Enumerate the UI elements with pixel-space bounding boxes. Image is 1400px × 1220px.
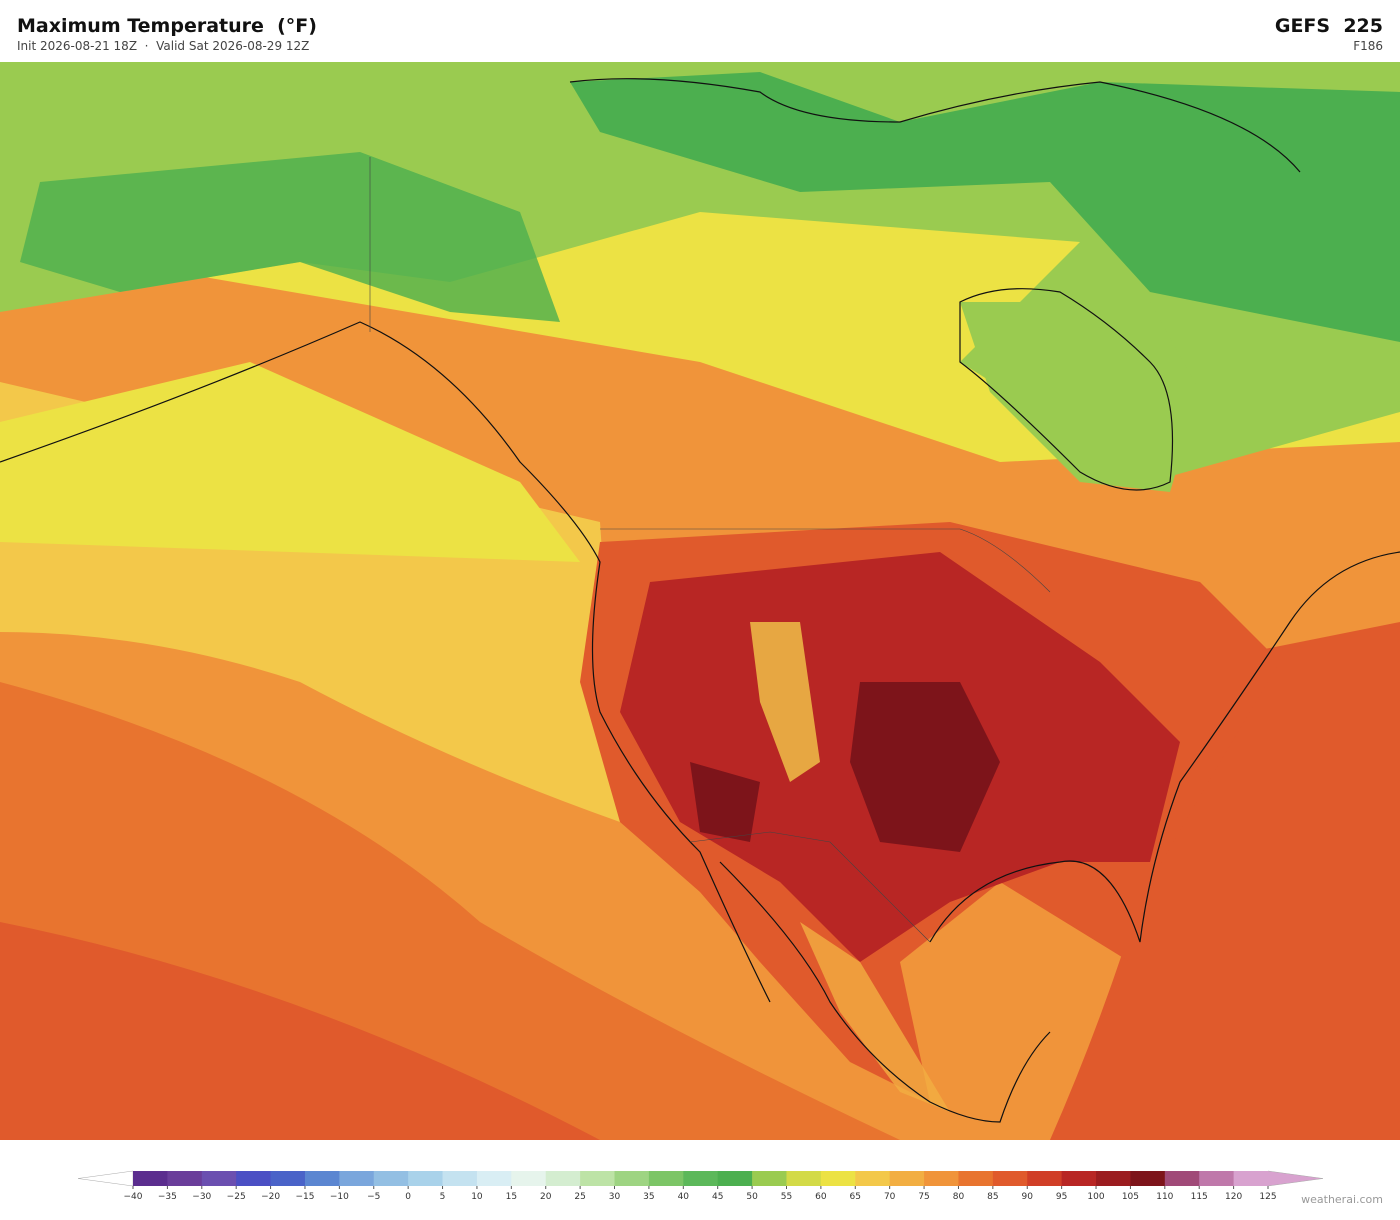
colorbar-tick-label: 20 (540, 1192, 552, 1202)
colorbar-under (77, 1170, 134, 1187)
model-label: GEFS 225 (1274, 15, 1383, 37)
colorbar-tick-label: 55 (781, 1192, 792, 1202)
colorbar-tick-label: 10 (471, 1192, 483, 1202)
colorbar-segment (1027, 1171, 1063, 1186)
colorbar-tick-label: −30 (192, 1192, 211, 1202)
colorbar-tick-label: 30 (609, 1192, 621, 1202)
temp-region (850, 682, 1000, 852)
colorbar-tick-label: −15 (295, 1192, 314, 1202)
colorbar-tick-label: 80 (953, 1192, 965, 1202)
colorbar-segment (786, 1171, 822, 1186)
temp-region (800, 922, 950, 1112)
coastline (569, 78, 1301, 173)
border (689, 831, 931, 943)
temp-region (20, 152, 560, 322)
colorbar-tick-label: −10 (330, 1192, 349, 1202)
colorbar: −40 −35 −30 −25 −20 −15 −10 −5 0 5 10 15 20 25 30 35 40 4… (77, 1170, 1324, 1202)
colorbar-tick-label: −25 (227, 1192, 246, 1202)
colorbar-segment (373, 1171, 409, 1186)
colorbar-tick-label: 105 (1122, 1192, 1139, 1202)
colorbar-tick-label: 65 (850, 1192, 861, 1202)
credit: weatherai.com (1301, 1193, 1383, 1206)
temp-region (0, 922, 600, 1140)
colorbar-segment (133, 1171, 168, 1186)
colorbar-tick-label: 50 (746, 1192, 758, 1202)
colorbar-tick-label: 0 (405, 1192, 411, 1202)
coastline (959, 288, 1174, 491)
colorbar-tick-label: −5 (367, 1192, 380, 1202)
colorbar-segment (339, 1171, 375, 1186)
colorbar-tick-label: 75 (918, 1192, 929, 1202)
colorbar-segment (924, 1171, 959, 1186)
border (369, 157, 1051, 593)
colorbar-tick-label: 45 (712, 1192, 723, 1202)
colorbar-tick-label: 25 (574, 1192, 585, 1202)
colorbar-tick-label: 40 (678, 1192, 690, 1202)
colorbar-segment (270, 1171, 306, 1186)
colorbar-segment (476, 1171, 512, 1186)
coastlines (0, 78, 1400, 1123)
temp-region (960, 302, 1200, 492)
colorbar-segment (992, 1171, 1028, 1186)
colorbar-segment (408, 1171, 444, 1186)
title: Maximum Temperature (°F) (17, 15, 317, 37)
borders (369, 157, 1051, 943)
temp-region (690, 762, 760, 842)
colorbar-tick-label: −20 (261, 1192, 280, 1202)
colorbar-segment (683, 1171, 719, 1186)
map (0, 62, 1400, 1140)
colorbar-segment (855, 1171, 891, 1186)
temp-region (0, 362, 580, 562)
colorbar-tick-label: 5 (440, 1192, 446, 1202)
colorbar-segment (1199, 1171, 1235, 1186)
colorbar-tick-label: 90 (1022, 1192, 1034, 1202)
colorbar-tick-label: 35 (643, 1192, 654, 1202)
forecast-hour: F186 (1353, 39, 1383, 53)
colorbar-tick-label: 120 (1225, 1192, 1242, 1202)
subtitle: Init 2026-08-21 18Z · Valid Sat 2026-08-… (17, 39, 310, 53)
colorbar-segment (236, 1171, 272, 1186)
colorbar-segment (1096, 1171, 1131, 1186)
colorbar-segment (614, 1171, 650, 1186)
colorbar-segment (958, 1171, 994, 1186)
colorbar-segment (167, 1171, 203, 1186)
colorbar-tick-label: −40 (124, 1192, 143, 1202)
colorbar-tick-label: 85 (987, 1192, 998, 1202)
colorbar-tick-label: 95 (1056, 1192, 1067, 1202)
colorbar-segment (1164, 1171, 1200, 1186)
colorbar-tick-label: 15 (506, 1192, 517, 1202)
colorbar-segment (752, 1171, 787, 1186)
colorbar-tick-label: −35 (158, 1192, 177, 1202)
colorbar-segment (201, 1171, 237, 1186)
temp-region (570, 72, 1400, 342)
colorbar-segment (717, 1171, 753, 1186)
colorbar-segment (442, 1171, 478, 1186)
colorbar-segment (1233, 1171, 1269, 1186)
colorbar-segment (304, 1171, 340, 1186)
colorbar-tick-label: 60 (815, 1192, 827, 1202)
colorbar-tick-label: 110 (1156, 1192, 1173, 1202)
colorbar-segment (889, 1171, 925, 1186)
colorbar-segment (545, 1171, 581, 1186)
colorbar-segment (511, 1171, 547, 1186)
colorbar-segment (1061, 1171, 1097, 1186)
colorbar-tick-label: 100 (1087, 1192, 1104, 1202)
temp-region (750, 622, 820, 782)
colorbar-segment (580, 1171, 616, 1186)
colorbar-segment (648, 1171, 684, 1186)
coastline (0, 321, 1400, 1123)
colorbar-tick-label: 125 (1259, 1192, 1276, 1202)
colorbar-over (1267, 1170, 1324, 1187)
temp-region (1050, 622, 1400, 1140)
colorbar-tick-label: 115 (1191, 1192, 1208, 1202)
colorbar-segment (1130, 1171, 1166, 1186)
colorbar-tick-label: 70 (884, 1192, 896, 1202)
colorbar-segment (820, 1171, 856, 1186)
